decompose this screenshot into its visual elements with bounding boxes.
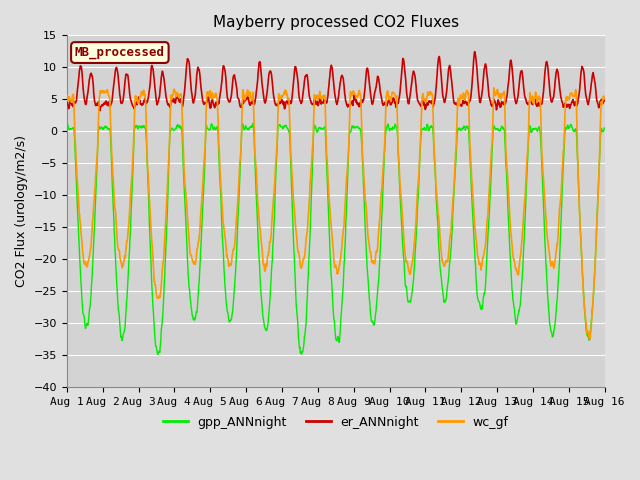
gpp_ANNnight <box>170 128 177 133</box>
er_ANNnight <box>471 49 479 55</box>
gpp_ANNnight <box>183 237 191 243</box>
er_ANNnight <box>96 108 104 113</box>
wc_gf <box>170 91 177 96</box>
Legend: gpp_ANNnight, er_ANNnight, wc_gf: gpp_ANNnight, er_ANNnight, wc_gf <box>157 410 514 433</box>
wc_gf <box>63 92 70 97</box>
gpp_ANNnight <box>538 147 545 153</box>
wc_gf <box>419 91 427 96</box>
er_ANNnight <box>170 96 177 102</box>
Y-axis label: CO2 Flux (urology/m2/s): CO2 Flux (urology/m2/s) <box>15 135 28 287</box>
wc_gf <box>490 85 498 91</box>
gpp_ANNnight <box>63 122 70 128</box>
Title: Mayberry processed CO2 Fluxes: Mayberry processed CO2 Fluxes <box>212 15 459 30</box>
wc_gf <box>489 112 497 118</box>
wc_gf <box>537 114 545 120</box>
er_ANNnight <box>63 100 70 106</box>
er_ANNnight <box>419 101 427 107</box>
er_ANNnight <box>538 101 545 107</box>
gpp_ANNnight <box>420 126 428 132</box>
gpp_ANNnight <box>250 120 257 126</box>
gpp_ANNnight <box>600 125 608 131</box>
gpp_ANNnight <box>243 126 251 132</box>
er_ANNnight <box>183 61 191 67</box>
Line: gpp_ANNnight: gpp_ANNnight <box>67 123 604 355</box>
wc_gf <box>182 196 190 202</box>
Line: er_ANNnight: er_ANNnight <box>67 52 604 110</box>
er_ANNnight <box>600 97 608 103</box>
Line: wc_gf: wc_gf <box>67 88 604 339</box>
wc_gf <box>586 336 594 342</box>
er_ANNnight <box>243 96 251 102</box>
wc_gf <box>600 96 608 101</box>
er_ANNnight <box>490 100 498 106</box>
Text: MB_processed: MB_processed <box>75 46 165 59</box>
gpp_ANNnight <box>490 123 498 129</box>
gpp_ANNnight <box>154 352 162 358</box>
wc_gf <box>243 91 250 96</box>
